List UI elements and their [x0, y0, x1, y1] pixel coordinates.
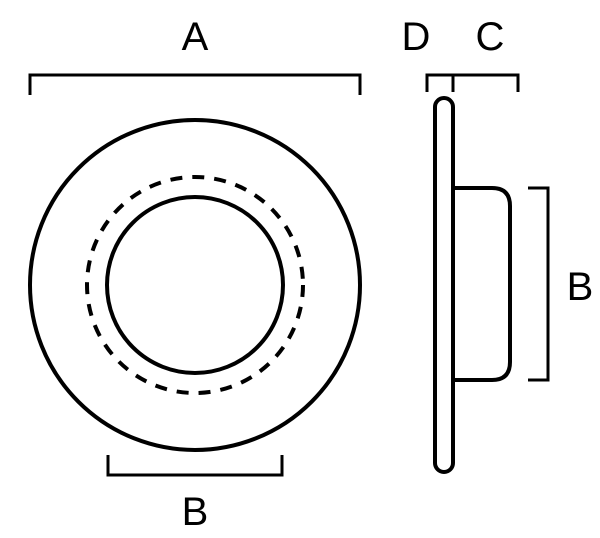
dimension-C: C — [453, 15, 518, 92]
flange — [435, 98, 453, 472]
label-D: D — [402, 15, 431, 59]
dimension-B-front: B — [108, 455, 282, 534]
front-view — [30, 120, 360, 450]
dimension-B-side: B — [528, 188, 593, 380]
body-protrusion — [453, 188, 510, 380]
label-B-side: B — [567, 265, 594, 309]
label-A: A — [182, 15, 209, 59]
dashed-circle — [87, 177, 303, 393]
outer-circle — [30, 120, 360, 450]
label-C: C — [476, 15, 505, 59]
dimension-A: A — [30, 15, 360, 95]
technical-diagram: A B D C B — [0, 0, 600, 538]
label-B-front: B — [182, 490, 209, 534]
side-view — [435, 98, 510, 472]
dimension-D: D — [402, 15, 453, 92]
inner-circle — [107, 197, 283, 373]
